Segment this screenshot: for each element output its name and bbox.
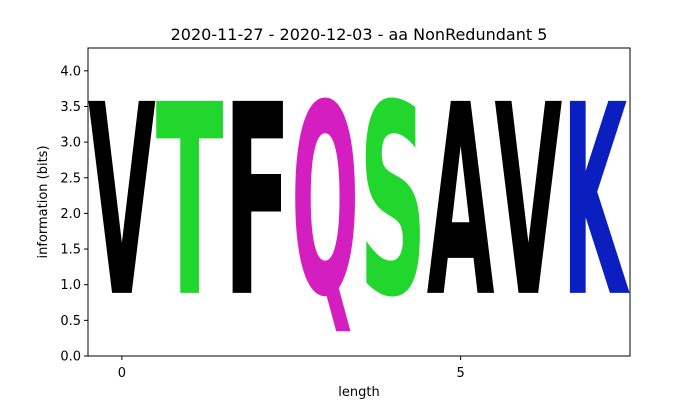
logo-letter-q-pos3: Q: [291, 48, 359, 355]
logo-letter-s-pos4: S: [359, 49, 427, 355]
logo-letter-v-pos0: V: [88, 50, 156, 356]
x-axis-label: length: [338, 385, 379, 400]
chart-title: 2020-11-27 - 2020-12-03 - aa NonRedundan…: [171, 25, 548, 44]
x-tick-label: 5: [456, 366, 464, 381]
y-tick-label: 1.0: [60, 278, 81, 293]
y-tick-label: 3.5: [60, 100, 81, 115]
y-axis-label: information (bits): [36, 145, 51, 258]
y-tick-label: 2.0: [60, 207, 81, 222]
y-tick-label: 0.5: [60, 314, 81, 329]
logo-letter-t-pos1: T: [156, 48, 224, 355]
y-tick-label: 1.5: [60, 243, 81, 258]
plot-frame: [87, 47, 631, 357]
y-tick-label: 3.0: [60, 136, 81, 151]
logo-letter-f-pos2: F: [224, 48, 292, 355]
logo-letter-v-pos6: V: [495, 50, 563, 356]
logo-letter-k-pos7: K: [562, 50, 630, 356]
y-tick-label: 2.5: [60, 171, 81, 186]
logo-letter-a-pos5: A: [427, 50, 495, 356]
y-axis: 0.0 0.5 1.0 1.5 2.0 2.5 3.0 3.5 4.0: [60, 64, 88, 365]
x-tick-label: 0: [118, 366, 126, 381]
y-tick-label: 0.0: [60, 350, 81, 365]
y-tick-label: 4.0: [60, 64, 81, 79]
